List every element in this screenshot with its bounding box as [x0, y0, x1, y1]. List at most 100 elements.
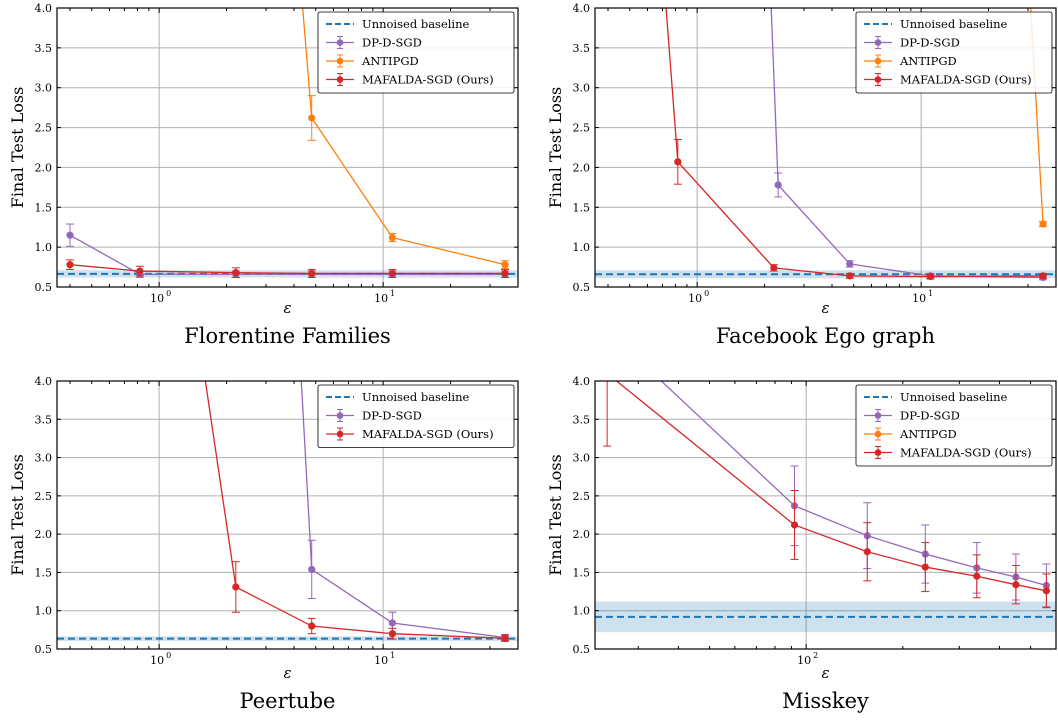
y-tick-label: 3.5 [573, 413, 591, 426]
y-tick-label: 2.0 [35, 161, 53, 174]
data-point [232, 583, 240, 591]
y-tick-label: 1.5 [35, 201, 53, 214]
x-axis-label: ε [821, 664, 829, 682]
data-point [388, 269, 397, 278]
legend-swatch-marker [874, 39, 882, 46]
legend-swatch-marker [336, 57, 344, 65]
x-tick-label: 10 [150, 292, 164, 305]
data-point [674, 158, 682, 166]
chart-title: Misskey [782, 689, 869, 713]
y-tick-label: 4.0 [573, 2, 591, 15]
y-tick-label: 4.0 [573, 375, 591, 388]
series-line-0 [300, 381, 506, 639]
legend-label: MAFALDA-SGD (Ours) [362, 427, 494, 441]
y-tick-label: 0.5 [35, 643, 53, 656]
y-tick-label: 2.5 [35, 490, 53, 503]
legend-label: Unnoised baseline [362, 17, 470, 31]
legend-swatch-marker [336, 430, 344, 438]
legend-label: Unnoised baseline [900, 390, 1008, 404]
y-tick-label: 3.5 [573, 42, 591, 55]
data-point [846, 260, 854, 268]
plot-area [57, 8, 518, 278]
data-point [308, 565, 316, 573]
y-tick-label: 1.0 [35, 241, 53, 254]
series-line-0 [69, 234, 506, 275]
legend-swatch-marker [874, 449, 882, 456]
y-axis-label: Final Test Loss [8, 454, 27, 576]
legend-swatch-marker [874, 76, 882, 83]
chart-panel-3: 0.5 1.0 1.5 2.0 2.5 3.0 3.5 4.0 10 2ε Final Test L… [546, 370, 1057, 713]
x-tick-label: 10 [374, 292, 388, 305]
baseline-band [595, 601, 1056, 633]
legend-label: MAFALDA-SGD (Ours) [900, 73, 1032, 87]
data-point [308, 269, 316, 278]
data-point [388, 619, 397, 627]
series-line-1 [302, 8, 506, 266]
legend-swatch-marker [874, 412, 882, 419]
legend-swatch-marker [874, 57, 882, 65]
legend-box [317, 11, 515, 94]
chart-title: Florentine Families [184, 324, 391, 348]
y-tick-label: 0.5 [573, 281, 591, 294]
x-tick-label-exponent: 0 [166, 289, 171, 298]
legend-label: DP-D-SGD [900, 36, 960, 50]
legend-swatch-marker [336, 39, 344, 46]
y-tick-label: 2.0 [573, 528, 591, 541]
data-point [1042, 587, 1050, 595]
y-tick-label: 1.5 [573, 566, 591, 579]
series-line-2 [69, 264, 506, 275]
baseline-band [57, 636, 518, 641]
x-tick-label: 10 [912, 292, 926, 305]
y-tick-label: 4.0 [35, 375, 53, 388]
x-tick-label-exponent: 1 [390, 651, 395, 660]
x-tick-label: 10 [688, 292, 702, 305]
y-tick-label: 0.5 [35, 281, 53, 294]
data-point [1012, 581, 1020, 589]
x-tick-label-exponent: 0 [166, 651, 171, 660]
legend-label: ANTIPGD [899, 54, 957, 68]
y-tick-label: 3.5 [35, 42, 53, 55]
baseline-band [595, 270, 1056, 279]
legend-label: ANTIPGD [361, 54, 419, 68]
data-point [604, 370, 611, 377]
y-tick-label: 2.5 [35, 122, 53, 135]
y-tick-label: 2.5 [573, 122, 591, 135]
legend: Unnoised baseline DP-D-SGD ANTIPGD MAFALDA-… [855, 384, 1053, 467]
data-point [863, 548, 871, 556]
legend-label: MAFALDA-SGD (Ours) [900, 446, 1032, 460]
legend-label: DP-D-SGD [362, 409, 422, 423]
data-point [501, 261, 509, 269]
plot-area [57, 381, 518, 642]
data-point [501, 634, 509, 642]
data-point [66, 231, 74, 239]
y-tick-label: 2.0 [35, 528, 53, 541]
legend-swatch-marker [336, 412, 344, 419]
y-axis-label: Final Test Loss [546, 454, 565, 576]
legend: Unnoised baseline DP-D-SGD ANTIPGD MAFALDA-… [855, 11, 1053, 94]
data-point [501, 269, 509, 278]
y-tick-label: 1.5 [573, 201, 591, 214]
legend-label: MAFALDA-SGD (Ours) [362, 73, 494, 87]
data-point [308, 114, 316, 122]
data-point [1039, 272, 1047, 280]
legend-box [855, 11, 1053, 94]
legend: Unnoised baseline DP-D-SGD ANTIPGD MAFALDA-… [317, 11, 515, 94]
data-point [770, 264, 778, 272]
axes-frame [56, 380, 519, 650]
y-tick-label: 1.0 [573, 605, 591, 618]
y-tick-label: 3.0 [573, 82, 591, 95]
legend-label: Unnoised baseline [900, 17, 1008, 31]
legend-swatch-marker [874, 430, 882, 438]
data-point [232, 269, 240, 277]
data-point [1039, 220, 1047, 228]
x-tick-label: 10 [374, 654, 388, 667]
data-point [388, 630, 397, 638]
x-tick-label-exponent: 2 [813, 651, 818, 660]
y-tick-label: 4.0 [35, 2, 53, 15]
plot-area [595, 370, 1056, 633]
x-tick-label-exponent: 1 [928, 289, 933, 298]
data-point [388, 233, 397, 242]
legend: Unnoised baseline DP-D-SGD MAFALDA-SGD (Ou… [317, 384, 515, 448]
x-axis-label: ε [821, 299, 829, 317]
